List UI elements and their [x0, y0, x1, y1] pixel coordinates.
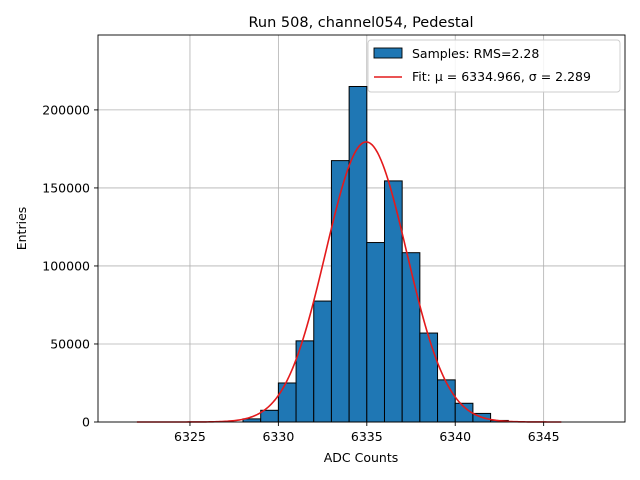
- legend-fit-math: μ = 6334.966, σ = 2.289: [435, 69, 591, 84]
- histogram-bar: [401, 252, 421, 423]
- x-tick-label: 6335: [351, 429, 383, 444]
- x-axis-label: ADC Counts: [324, 450, 399, 465]
- x-tick-label: 6325: [174, 429, 206, 444]
- legend-fit-label: Fit: μ = 6334.966, σ = 2.289: [412, 69, 591, 84]
- x-tick-label: 6340: [439, 429, 471, 444]
- histogram-bar: [348, 85, 368, 423]
- histogram-bar: [419, 332, 439, 423]
- legend-histogram-swatch: [373, 47, 403, 59]
- y-axis-ticks: 0 50000 100000 150000 200000: [42, 102, 98, 430]
- legend-box: [367, 39, 621, 93]
- legend: Samples: RMS=2.28 Fit: μ = 6334.966, σ =…: [367, 39, 621, 93]
- plot-frame: [97, 34, 626, 423]
- y-tick-label: 0: [82, 415, 90, 430]
- histogram-bars: [242, 85, 509, 423]
- y-tick-label: 200000: [42, 102, 90, 117]
- histogram-bar: [437, 379, 456, 423]
- legend-fit-prefix: Fit:: [412, 69, 435, 84]
- histogram-bar: [260, 409, 279, 423]
- x-tick-label: 6330: [262, 429, 294, 444]
- legend-histogram-label: Samples: RMS=2.28: [412, 46, 539, 61]
- y-tick-label: 100000: [42, 258, 90, 273]
- y-tick-label: 50000: [50, 336, 90, 351]
- chart-title: Run 508, channel054, Pedestal: [248, 15, 473, 31]
- x-tick-label: 6345: [528, 429, 560, 444]
- histogram-bar: [277, 382, 297, 423]
- histogram-bar: [383, 180, 403, 423]
- histogram-bar: [366, 242, 385, 423]
- x-axis-ticks: 6325 6330 6335 6340 6345: [174, 422, 560, 444]
- y-axis-label: Entries: [14, 207, 29, 251]
- y-tick-label: 150000: [42, 180, 90, 195]
- histogram-bar: [313, 300, 332, 423]
- histogram-bar: [330, 160, 350, 423]
